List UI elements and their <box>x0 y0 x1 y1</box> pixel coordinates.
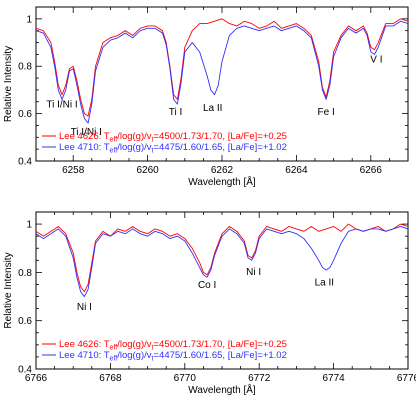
x-tick-label: 6262 <box>211 165 234 176</box>
line-label: Ni I <box>77 302 92 313</box>
line-label: Co I <box>198 280 216 291</box>
x-tick-label: 6768 <box>99 373 122 384</box>
x-tick-label: 6774 <box>322 373 345 384</box>
line-label: Ni I <box>246 267 261 278</box>
x-tick-label: 6776 <box>397 373 416 384</box>
legend-text-part: t <box>152 137 154 144</box>
line-label: Ti I/Ni I <box>71 127 102 138</box>
x-tick-label: 6772 <box>248 373 271 384</box>
legend-text-part: /log(g)/v <box>117 339 152 350</box>
legend-text-part: eff <box>110 356 118 363</box>
y-tick-label: 0.8 <box>18 268 32 279</box>
legend-text-part: eff <box>110 148 118 155</box>
line-label: La II <box>315 278 334 289</box>
y-tick-label: 0.4 <box>18 365 32 376</box>
legend-text-part: eff <box>110 345 118 352</box>
legend-text-part: =4475/1.60/1.65, [La/Fe]=+1.02 <box>153 142 286 153</box>
legend-text-part: t <box>152 345 154 352</box>
legend-text-part: =4500/1.73/1.70, [La/Fe]=+0.25 <box>153 339 286 350</box>
legend-text-part: /log(g)/v <box>117 142 152 153</box>
y-tick-label: 0.8 <box>18 62 32 73</box>
series-line-lee-4626 <box>36 223 408 293</box>
y-tick-label: 0.4 <box>18 157 32 168</box>
line-label: Ti I <box>169 107 183 118</box>
legend-text-part: eff <box>110 137 118 144</box>
line-label: Ti I/Ni I <box>46 100 77 111</box>
x-tick-label: 6260 <box>136 165 159 176</box>
legend-entry: Lee 4710: Teff/log(g)/vt=4475/1.60/1.65,… <box>59 142 287 155</box>
x-tick-label: 6770 <box>174 373 197 384</box>
x-axis-label: Wavelength [Å] <box>188 175 256 188</box>
line-label: Fe I <box>318 107 335 118</box>
legend-text-part: /log(g)/v <box>117 350 152 361</box>
x-axis-label: Wavelength [Å] <box>188 383 256 396</box>
line-label: V I <box>370 55 382 66</box>
series-line-lee-4710 <box>36 226 408 297</box>
legend-text-part: t <box>152 148 154 155</box>
y-axis-label: Relative Intensity <box>3 252 14 328</box>
y-axis-label: Relative Intensity <box>3 46 14 122</box>
legend-text-part: Lee 4710: T <box>59 142 110 153</box>
legend-text-part: /log(g)/v <box>117 131 152 142</box>
y-tick-label: 0.6 <box>18 109 32 120</box>
x-tick-label: 6264 <box>285 165 308 176</box>
y-tick-label: 1 <box>26 220 32 231</box>
legend-text-part: t <box>152 356 154 363</box>
legend-entry: Lee 4626: Teff/log(g)/vt=4500/1.73/1.70,… <box>59 339 287 352</box>
y-tick-label: 0.6 <box>18 316 32 327</box>
legend-text-part: =4500/1.73/1.70, [La/Fe]=+0.25 <box>153 131 286 142</box>
bottom-spectrum-panel: 6766 6768 6770 6772 6774 6776 0.4 0.6 0.8 1 Wavele… <box>3 211 416 396</box>
line-label: La II <box>203 103 222 114</box>
legend-entry: Lee 4710: Teff/log(g)/vt=4475/1.60/1.65,… <box>59 350 287 363</box>
legend-text-part: =4475/1.60/1.65, [La/Fe]=+1.02 <box>153 350 286 361</box>
series-line-lee-4710 <box>36 20 408 124</box>
x-tick-label: 6266 <box>360 165 383 176</box>
legend-text-part: Lee 4626: T <box>59 131 110 142</box>
series-line-lee-4626 <box>36 18 408 117</box>
x-tick-label: 6258 <box>62 165 85 176</box>
legend-text-part: Lee 4626: T <box>59 339 110 350</box>
top-spectrum-panel: 6258 6260 6262 6264 6266 0.4 0.6 0.8 1 Wavelength… <box>3 6 409 188</box>
x-tick-label: 6766 <box>25 373 48 384</box>
legend-text-part: Lee 4710: T <box>59 350 110 361</box>
y-tick-label: 1 <box>26 14 32 25</box>
legend-entry: Lee 4626: Teff/log(g)/vt=4500/1.73/1.70,… <box>59 131 287 144</box>
